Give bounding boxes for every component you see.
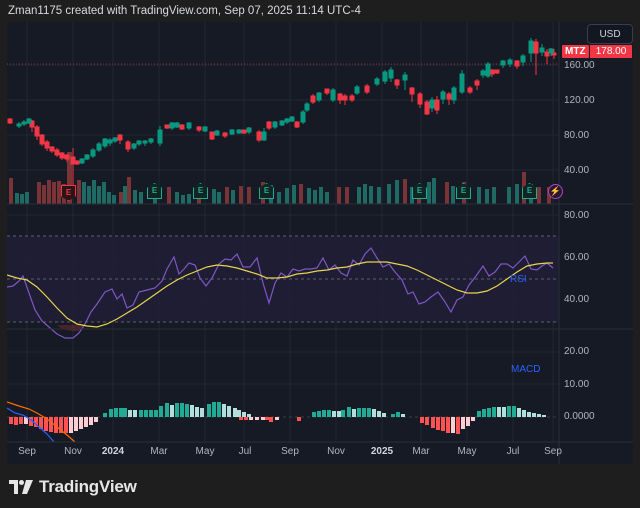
price-tick: 80.00 [564, 130, 590, 141]
chart-area[interactable] [7, 22, 633, 464]
time-tick: May [195, 446, 215, 457]
rsi-line [7, 247, 554, 339]
macd-tick: 20.00 [564, 346, 590, 357]
time-tick: Mar [150, 446, 168, 457]
time-tick: Nov [64, 446, 82, 457]
time-tick: Mar [412, 446, 430, 457]
macd-line [7, 407, 55, 443]
earnings-marker-icon[interactable]: E [193, 183, 208, 199]
time-tick: 2024 [101, 446, 125, 457]
earnings-marker-icon[interactable]: E [412, 183, 427, 199]
earnings-marker-icon[interactable]: E [522, 183, 537, 199]
chart-canvas[interactable] [7, 22, 633, 464]
time-tick: Sep [544, 446, 562, 457]
price-tick: 160.00 [564, 60, 595, 71]
time-tick: 2025 [370, 446, 394, 457]
macd-label: MACD [511, 364, 541, 375]
earnings-marker-icon[interactable]: E [147, 183, 162, 199]
rsi-ma-line [7, 261, 553, 328]
price-tick: 120.00 [564, 95, 595, 106]
earnings-marker-icon[interactable]: E [259, 183, 274, 199]
time-tick: Nov [327, 446, 345, 457]
macd-tick: 10.00 [564, 379, 590, 390]
rsi-label: RSI [510, 274, 527, 285]
tradingview-logo-icon [9, 480, 33, 494]
time-tick: May [457, 446, 477, 457]
time-tick: Jul [238, 446, 252, 457]
price-tick: 40.00 [564, 165, 590, 176]
time-tick: Sep [281, 446, 299, 457]
symbol-label: MTZ [562, 45, 589, 58]
tradingview-logo[interactable]: TradingView [9, 477, 137, 497]
macd-tick: 0.0000 [564, 411, 595, 422]
time-tick: Sep [18, 446, 36, 457]
last-price-label: 178.00 [590, 45, 632, 58]
chart-caption: Zman1175 created with TradingView.com, S… [8, 5, 361, 17]
brand-name: TradingView [39, 477, 137, 496]
price-candles [7, 38, 557, 187]
macd-histogram [9, 402, 546, 434]
lightning-icon[interactable]: ⚡ [548, 184, 563, 199]
macd-signal-line [7, 401, 76, 443]
footer [0, 466, 640, 508]
earnings-marker-icon[interactable]: E [456, 183, 471, 199]
rsi-tick: 40.00 [564, 294, 590, 305]
time-tick: Jul [506, 446, 520, 457]
rsi-tick: 60.00 [564, 252, 590, 263]
earnings-marker-icon[interactable]: E [61, 185, 76, 201]
rsi-tick: 80.00 [564, 210, 590, 221]
currency-button[interactable]: USD [587, 24, 633, 44]
